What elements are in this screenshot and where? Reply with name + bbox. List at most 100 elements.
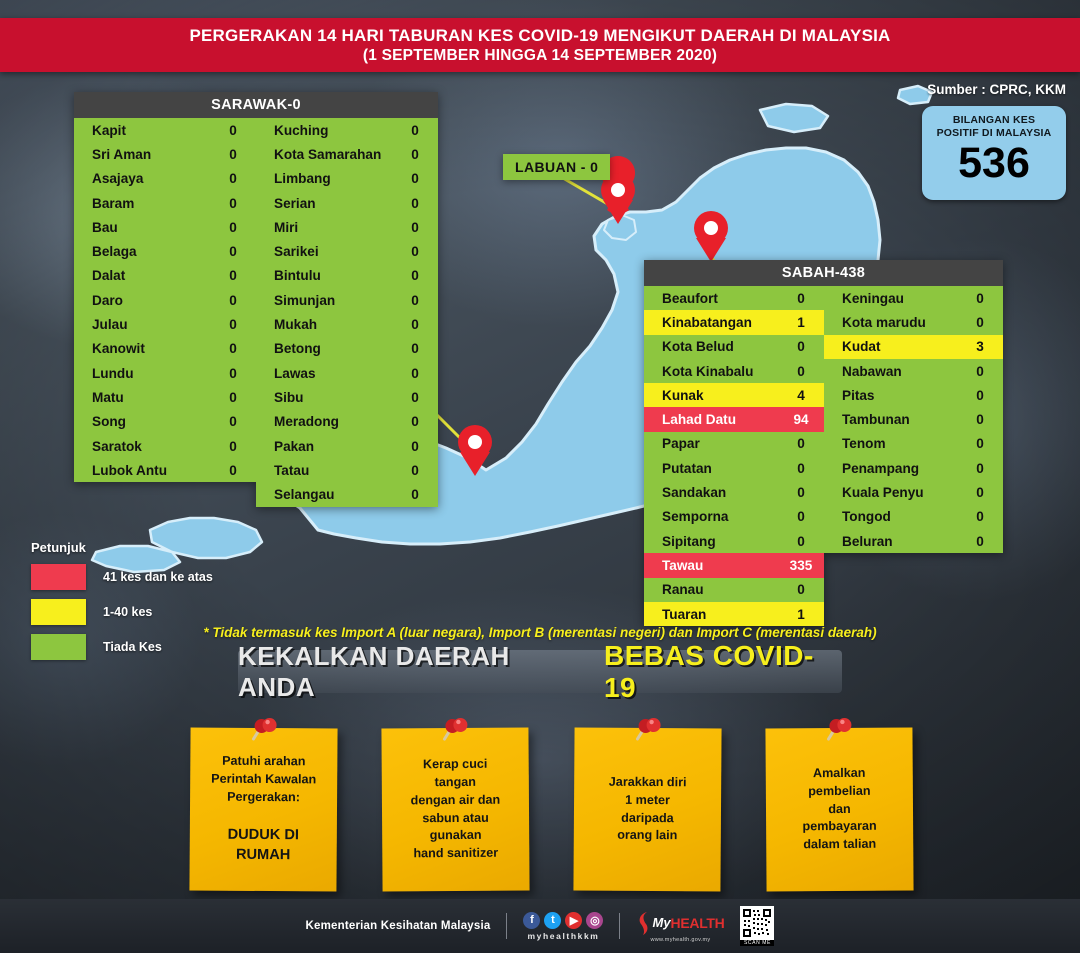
labuan-callout: LABUAN - 0 bbox=[503, 154, 611, 180]
table-row: Sipitang 0 bbox=[644, 528, 824, 554]
table-row: Betong 0 bbox=[256, 336, 438, 361]
district-name: Beaufort bbox=[662, 290, 718, 306]
district-name: Papar bbox=[662, 436, 700, 452]
table-row: Lahad Datu 94 bbox=[644, 407, 824, 432]
district-table-sarawak: SARAWAK-0 Kapit 0 Sri Aman 0 Asajaya 0 Baram 0 B… bbox=[74, 92, 438, 507]
district-name: Kota marudu bbox=[842, 314, 926, 330]
district-case-count: 3 bbox=[976, 339, 984, 355]
table-row: Sandakan 0 bbox=[644, 480, 824, 505]
table-row: Baram 0 bbox=[74, 190, 256, 216]
district-case-count: 0 bbox=[229, 146, 237, 162]
district-name: Bintulu bbox=[274, 268, 321, 284]
instagram-icon[interactable]: ◎ bbox=[586, 911, 604, 929]
district-case-count: 0 bbox=[976, 412, 984, 428]
district-case-count: 0 bbox=[797, 533, 805, 549]
legend-label: Tiada Kes bbox=[103, 640, 162, 654]
district-case-count: 0 bbox=[411, 195, 419, 211]
district-case-count: 0 bbox=[411, 414, 419, 430]
district-case-count: 0 bbox=[976, 314, 984, 330]
district-name: Baram bbox=[92, 195, 135, 211]
table-column-right: Keningau 0 Kota marudu 0 Kudat 3 Nabawan 0 Pitas… bbox=[824, 286, 1003, 554]
district-name: Lahad Datu bbox=[662, 412, 737, 428]
myhealth-health-text: HEALTH bbox=[670, 914, 725, 931]
district-case-count: 0 bbox=[976, 387, 984, 403]
district-name: Kapit bbox=[92, 122, 126, 138]
table-title-sarawak: SARAWAK-0 bbox=[74, 92, 438, 118]
district-case-count: 1 bbox=[797, 606, 805, 622]
district-name: Kanowit bbox=[92, 341, 145, 357]
legend-swatch bbox=[31, 634, 86, 660]
district-name: Tawau bbox=[662, 557, 704, 573]
district-name: Simunjan bbox=[274, 292, 336, 308]
table-row: Semporna 0 bbox=[644, 504, 824, 529]
table-row: Saratok 0 bbox=[74, 433, 256, 459]
district-case-count: 335 bbox=[789, 557, 813, 573]
youtube-icon[interactable]: ▶ bbox=[565, 911, 583, 929]
district-case-count: 0 bbox=[976, 485, 984, 501]
twitter-icon[interactable]: t bbox=[544, 911, 562, 929]
legend-swatch bbox=[31, 564, 86, 590]
qr-code-block[interactable]: SCAN ME bbox=[740, 906, 775, 946]
legend-label: 1-40 kes bbox=[103, 605, 153, 619]
table-row: Bau 0 bbox=[74, 215, 256, 240]
district-name: Kunak bbox=[662, 387, 704, 403]
qr-code-icon bbox=[742, 908, 773, 938]
sticky-note-emphasis: DUDUK DI RUMAH bbox=[227, 826, 300, 864]
district-case-count: 0 bbox=[797, 485, 805, 501]
sticky-notes-group: Patuhi arahan Perintah Kawalan Pergeraka… bbox=[0, 712, 1080, 892]
legend-item: Tiada Kes bbox=[31, 634, 213, 660]
district-case-count: 0 bbox=[229, 171, 237, 187]
facebook-icon[interactable]: f bbox=[523, 911, 541, 929]
district-name: Belaga bbox=[92, 244, 137, 260]
district-case-count: 0 bbox=[229, 195, 237, 211]
district-case-count: 0 bbox=[797, 290, 805, 306]
district-case-count: 0 bbox=[411, 122, 419, 138]
district-case-count: 0 bbox=[976, 290, 984, 306]
district-name: Kuching bbox=[274, 122, 329, 138]
sticky-note: Amalkan pembelian dan pembayaran dalam t… bbox=[765, 717, 914, 892]
pushpin-icon bbox=[634, 717, 664, 748]
social-icon-row: f t ▶ ◎ bbox=[523, 911, 604, 929]
district-case-count: 0 bbox=[411, 389, 419, 405]
myhealth-url: www.myhealth.gov.my bbox=[650, 936, 711, 943]
district-name: Beluran bbox=[842, 533, 893, 549]
table-row: Lundu 0 bbox=[74, 360, 256, 386]
district-name: Betong bbox=[274, 341, 321, 357]
district-case-count: 0 bbox=[411, 219, 419, 235]
district-name: Sandakan bbox=[662, 485, 727, 501]
district-case-count: 0 bbox=[229, 244, 237, 260]
table-row: Matu 0 bbox=[74, 385, 256, 410]
district-case-count: 0 bbox=[411, 438, 419, 454]
district-name: Julau bbox=[92, 317, 128, 333]
table-row: Julau 0 bbox=[74, 312, 256, 337]
source-label: Sumber : CPRC, KKM bbox=[927, 82, 1066, 97]
table-row: Kunak 4 bbox=[644, 383, 824, 408]
map-pin-sarawak[interactable] bbox=[458, 425, 492, 476]
table-row: Ranau 0 bbox=[644, 577, 824, 602]
district-case-count: 0 bbox=[797, 582, 805, 598]
district-name: Lawas bbox=[274, 365, 316, 381]
legend-items: 41 kes dan ke atas 1-40 kes Tiada Kes bbox=[31, 564, 213, 660]
table-row: Sri Aman 0 bbox=[74, 142, 256, 167]
district-case-count: 1 bbox=[797, 314, 805, 330]
district-name: Saratok bbox=[92, 438, 142, 454]
myhealth-logo[interactable]: My HEALTH www.myhealth.gov.my bbox=[636, 910, 725, 943]
table-body-sarawak: Kapit 0 Sri Aman 0 Asajaya 0 Baram 0 Bau 0 Belaga 0… bbox=[74, 118, 438, 507]
district-name: Kota Belud bbox=[662, 339, 734, 355]
table-row: Sarikei 0 bbox=[256, 239, 438, 264]
table-body-sabah: Beaufort 0 Kinabatangan 1 Kota Belud 0 Kota Ki… bbox=[644, 286, 1003, 627]
counter-value: 536 bbox=[958, 139, 1030, 188]
district-name: Lubok Antu bbox=[92, 462, 167, 478]
district-name: Pakan bbox=[274, 438, 315, 454]
table-row: Meradong 0 bbox=[256, 409, 438, 434]
header-title-line1: PERGERAKAN 14 HARI TABURAN KES COVID-19 … bbox=[189, 25, 891, 45]
map-pin-sabah[interactable] bbox=[694, 211, 728, 262]
legend-title: Petunjuk bbox=[31, 540, 86, 555]
district-case-count: 0 bbox=[411, 341, 419, 357]
table-row: Dalat 0 bbox=[74, 263, 256, 289]
social-media-block: f t ▶ ◎ myhealthkkm bbox=[523, 911, 604, 941]
counter-caption-line2: POSITIF DI MALAYSIA bbox=[936, 127, 1052, 140]
district-case-count: 0 bbox=[976, 436, 984, 452]
table-row: Lubok Antu 0 bbox=[74, 458, 256, 483]
